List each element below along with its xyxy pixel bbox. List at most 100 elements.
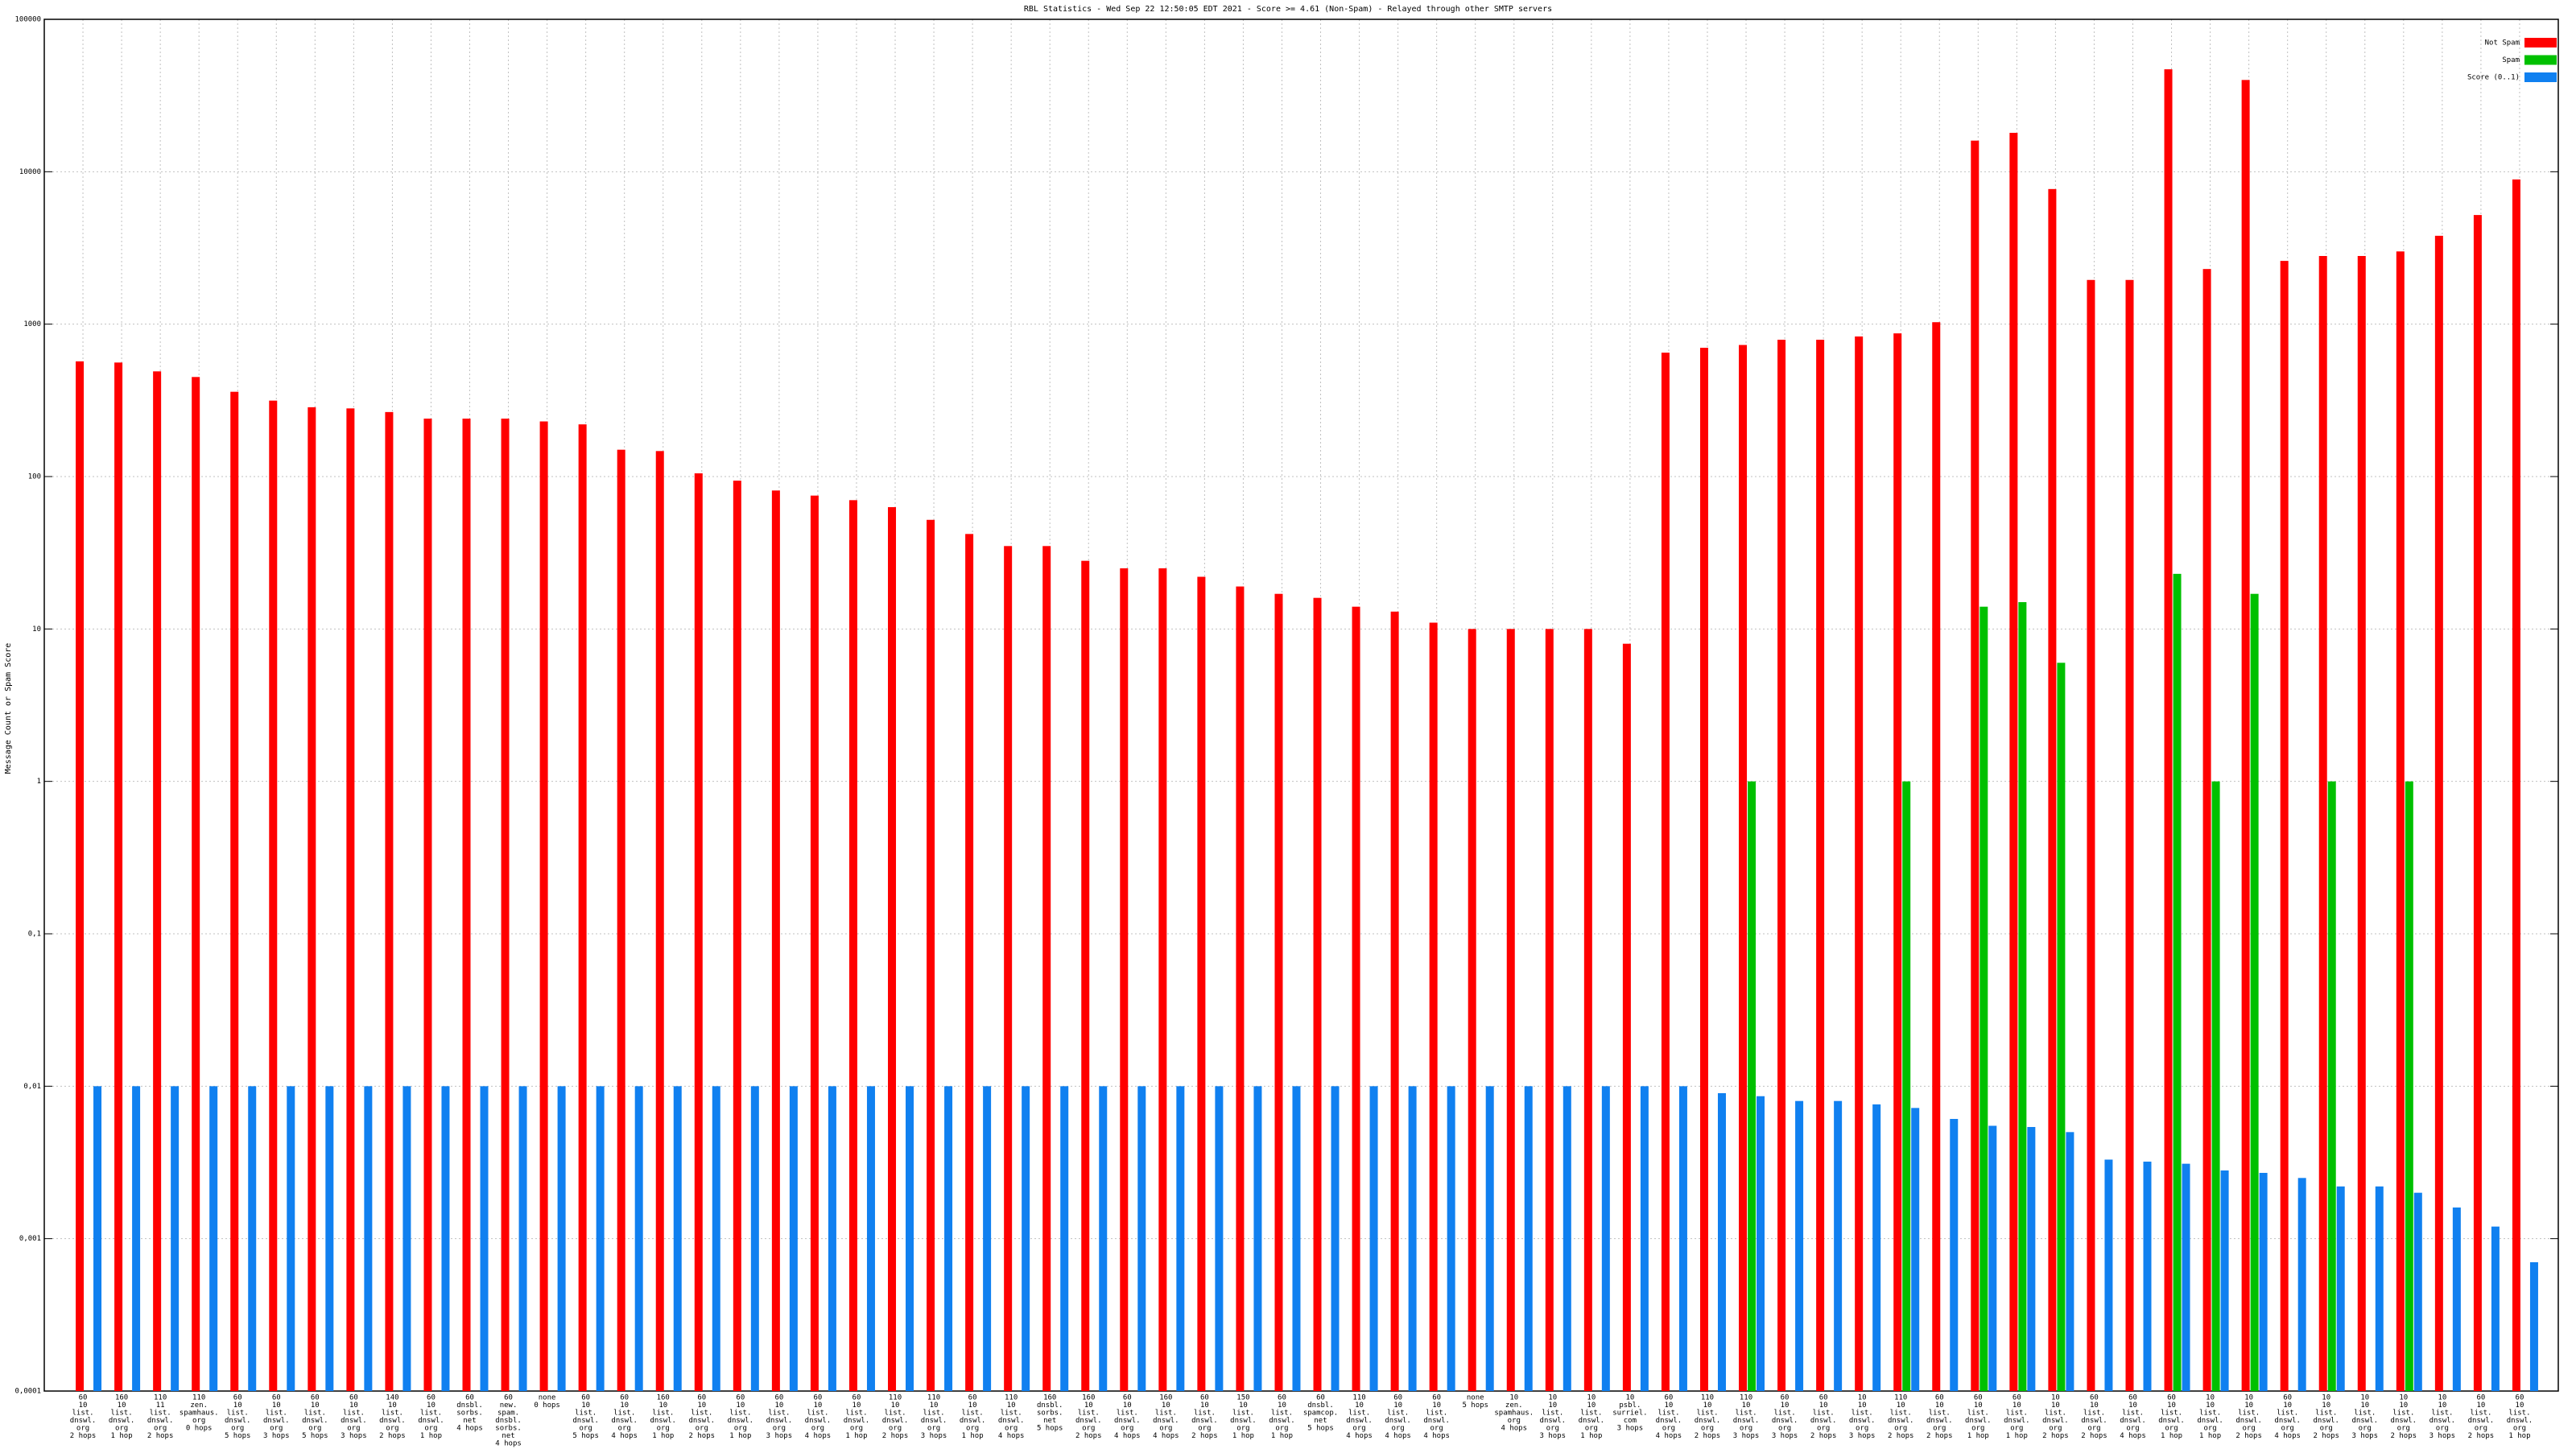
y-tick-label: 1: [37, 778, 41, 786]
bar: [789, 1086, 798, 1391]
plot-frame: [43, 19, 2559, 1392]
bar: [2220, 1170, 2229, 1391]
bar: [1197, 576, 1206, 1391]
bar: [1120, 568, 1129, 1391]
x-tick-label: 60 10 list. dnswl. org 4 hops: [2120, 1394, 2146, 1441]
legend-label: Score (0..1): [2467, 74, 2520, 82]
bar: [1893, 333, 1902, 1391]
y-tick-label: 0,01: [23, 1083, 41, 1091]
bar: [2173, 573, 2182, 1391]
legend-swatch: [2524, 38, 2557, 47]
bar: [2396, 251, 2405, 1392]
bar: [2473, 215, 2482, 1391]
bar: [501, 419, 510, 1391]
bar: [2250, 593, 2259, 1391]
x-tick-label: 110 10 list. dnswl. org 4 hops: [1346, 1394, 1373, 1441]
bar: [2375, 1186, 2384, 1391]
bar: [2259, 1172, 2268, 1391]
bar: [114, 362, 123, 1392]
bar: [2048, 188, 2057, 1391]
x-tick-label: 160 10 list. dnswl. org 1 hop: [650, 1394, 676, 1441]
bar: [1748, 781, 1757, 1391]
bar: [2018, 601, 2027, 1391]
bar: [2009, 133, 2018, 1392]
x-tick-label: 60 10 list. dnswl. org 3 hops: [766, 1394, 793, 1441]
x-tick-label: 60 10 list. dnswl. org 5 hops: [572, 1394, 599, 1441]
bar: [480, 1086, 489, 1391]
x-tick-label: 10 zen. spamhaus. org 4 hops: [1494, 1394, 1534, 1433]
x-tick-label: 60 10 list. dnswl. org 1 hop: [2004, 1394, 2030, 1441]
x-tick-label: 150 10 list. dnswl. org 1 hop: [1230, 1394, 1257, 1441]
bar: [423, 419, 432, 1391]
legend-swatch: [2524, 55, 2557, 65]
bar: [364, 1086, 373, 1391]
x-tick-label: 60 10 list. dnswl. org 3 hops: [341, 1394, 367, 1441]
x-tick-label: 60 10 list. dnswl. org 3 hops: [1772, 1394, 1798, 1441]
bar: [1468, 629, 1476, 1391]
x-tick-label: 60 10 list. dnswl. org 2 hops: [1810, 1394, 1837, 1441]
bar: [1622, 643, 1631, 1391]
x-tick-label: 60 10 list. dnswl. org 4 hops: [805, 1394, 832, 1441]
bar: [269, 400, 278, 1391]
bar: [1717, 1092, 1726, 1391]
x-tick-label: 110 10 list. dnswl. org 2 hops: [1888, 1394, 1914, 1441]
bar: [1872, 1104, 1881, 1391]
bar: [1447, 1086, 1455, 1391]
bar: [1932, 322, 1941, 1392]
y-tick-label: 10000: [19, 168, 41, 176]
bar: [1253, 1086, 1262, 1391]
bar: [1022, 1086, 1030, 1391]
bar: [1777, 340, 1786, 1391]
y-tick-label: 10: [32, 625, 41, 634]
bar: [171, 1086, 180, 1391]
x-tick-label: 60 10 list. dnswl. org 2 hops: [2081, 1394, 2107, 1441]
y-tick-label: 0,0001: [14, 1388, 41, 1396]
x-tick-label: 60 dnsbl. sorbs. net 4 hops: [456, 1394, 483, 1433]
bar: [132, 1086, 141, 1391]
bar: [578, 424, 587, 1391]
x-tick-label: none 0 hops: [534, 1394, 560, 1410]
x-tick-label: 110 10 list. dnswl. org 4 hops: [998, 1394, 1025, 1441]
bar: [2434, 235, 2443, 1392]
x-tick-label: 10 10 list. dnswl. org 1 hop: [1579, 1394, 1605, 1441]
bar: [2087, 279, 2095, 1392]
bar: [248, 1086, 257, 1391]
bar: [287, 1086, 295, 1391]
bar: [2202, 269, 2211, 1391]
x-tick-label: 110 10 list. dnswl. org 2 hops: [882, 1394, 909, 1441]
bar: [1099, 1086, 1108, 1391]
bar: [2027, 1127, 2036, 1391]
bar: [810, 495, 819, 1392]
bar: [1739, 345, 1748, 1392]
legend-swatch: [2524, 72, 2557, 82]
x-tick-label: 10 10 list. dnswl. org 3 hops: [1849, 1394, 1876, 1441]
bar: [2413, 1192, 2422, 1391]
x-tick-label: 160 10 list. dnswl. org 1 hop: [109, 1394, 135, 1441]
x-tick-label: 60 10 list. dnswl. org 1 hop: [1269, 1394, 1295, 1441]
bar: [2104, 1159, 2113, 1391]
bar: [1988, 1125, 1997, 1391]
bar: [1137, 1086, 1146, 1391]
bar: [906, 1086, 914, 1391]
bar: [1236, 586, 1245, 1391]
y-tick-label: 1000: [23, 320, 41, 328]
bar: [209, 1086, 218, 1391]
legend-label: Spam: [2502, 56, 2520, 64]
bar: [634, 1086, 643, 1391]
bar: [2452, 1208, 2461, 1391]
x-tick-label: 110 11 list. dnswl. org 2 hops: [147, 1394, 174, 1441]
bar: [2211, 781, 2220, 1391]
x-tick-label: 60 10 list. dnswl. org 1 hop: [1965, 1394, 1992, 1441]
bar: [2297, 1178, 2306, 1391]
bar: [385, 411, 394, 1391]
y-tick-label: 0,001: [19, 1235, 41, 1243]
x-tick-label: 60 10 list. dnswl. org 2 hops: [1191, 1394, 1218, 1441]
x-tick-label: 10 10 list. dnswl. org 2 hops: [2235, 1394, 2262, 1441]
bar: [1950, 1118, 1959, 1391]
bar: [1352, 606, 1360, 1391]
bar: [1699, 347, 1708, 1392]
bar: [325, 1086, 334, 1391]
bar: [1678, 1086, 1687, 1391]
bar: [1429, 622, 1438, 1391]
